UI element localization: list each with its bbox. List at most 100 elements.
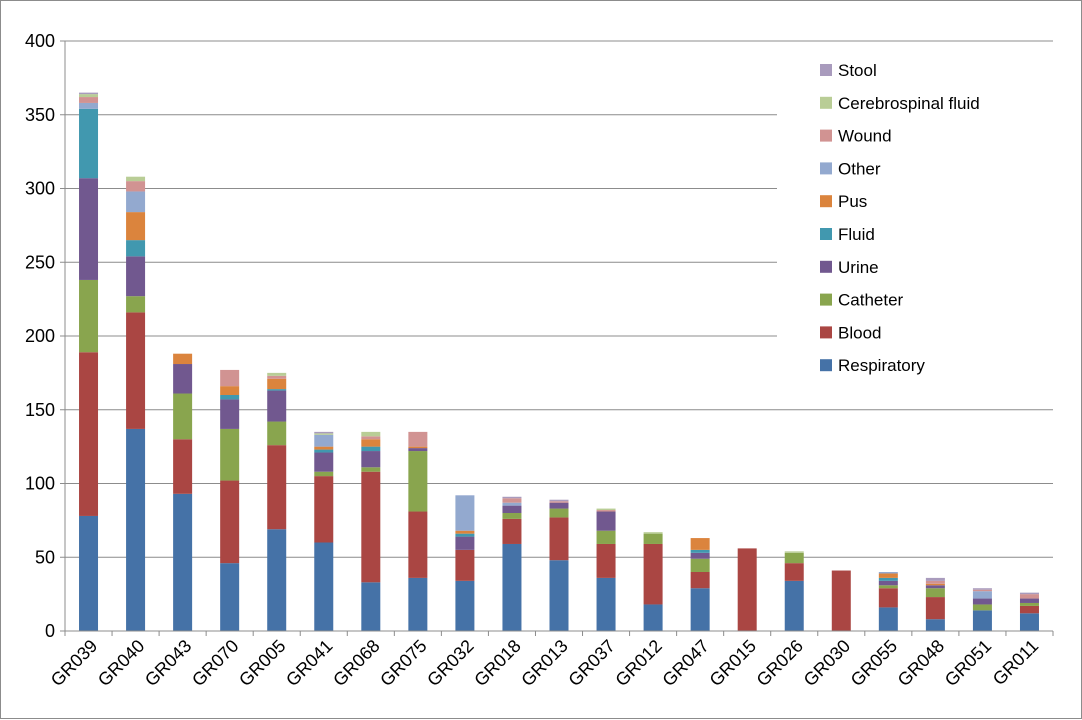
x-tick-label: GR026 [753, 636, 807, 690]
bar-segment-catheter-gr055 [878, 585, 898, 589]
bar-segment-wound-gr013 [549, 501, 569, 503]
bar-segment-respiratory-gr012 [643, 604, 663, 631]
y-tick-label: 300 [25, 179, 55, 199]
y-tick-label: 150 [25, 400, 55, 420]
bar-segment-blood-gr047 [690, 572, 710, 589]
bar-segment-blood-gr040 [126, 312, 146, 429]
x-tick-label: GR012 [611, 636, 665, 690]
bar-segment-respiratory-gr032 [455, 580, 475, 631]
bar-segment-other-gr041 [314, 434, 334, 447]
bar-segment-pus-gr070 [220, 386, 240, 395]
bar-segment-pus-gr055 [878, 573, 898, 578]
bar-segment-urine-gr013 [549, 502, 569, 509]
bar-segment-urine-gr018 [502, 505, 522, 513]
bar-segment-respiratory-gr039 [79, 515, 99, 631]
bar-segment-fluid-gr032 [455, 533, 475, 537]
x-tick-label: GR015 [706, 636, 760, 690]
bar-segment-wound-gr070 [220, 369, 240, 387]
bar-segment-catheter-gr013 [549, 508, 569, 518]
bar-segment-fluid-gr070 [220, 395, 240, 400]
bar-segment-blood-gr015 [737, 548, 757, 631]
legend-swatch [820, 293, 832, 306]
bar-segment-fluid-gr055 [878, 577, 898, 581]
x-tick-label: GR013 [517, 636, 571, 690]
bar-segment-stool-gr048 [925, 577, 945, 581]
y-axis-tick-labels: 0 50 100 150 200 250 300 350 400 [25, 31, 55, 641]
legend-swatch [820, 359, 832, 372]
bar-segment-urine-gr075 [408, 448, 428, 452]
x-tick-label: GR055 [847, 636, 901, 690]
bar-segment-pus-gr047 [690, 538, 710, 550]
bar-segment-blood-gr041 [314, 476, 334, 543]
bar-segment-catheter-gr018 [502, 513, 522, 519]
axes [60, 40, 1054, 636]
x-tick-label: GR070 [188, 636, 242, 690]
bar-segment-respiratory-gr051 [972, 610, 992, 631]
bar-segment-blood-gr005 [267, 445, 287, 530]
bar-segment-cerebrospinal-fluid-gr040 [126, 176, 146, 182]
x-tick-label: GR041 [282, 636, 336, 690]
bar-segment-stool-gr011 [1019, 592, 1039, 595]
bar-segment-blood-gr026 [784, 563, 804, 581]
bar-segment-catheter-gr048 [925, 588, 945, 598]
bar-segment-urine-gr011 [1019, 598, 1039, 603]
bar-segment-stool-gr018 [502, 496, 522, 499]
x-tick-label: GR032 [423, 636, 477, 690]
bar-segment-blood-gr012 [643, 543, 663, 605]
x-tick-label: GR075 [376, 636, 430, 690]
x-tick-label: GR048 [894, 636, 948, 690]
y-tick-label: 100 [25, 474, 55, 494]
bar-segment-respiratory-gr070 [220, 563, 240, 631]
bar-segment-respiratory-gr041 [314, 542, 334, 631]
bar-segment-catheter-gr070 [220, 428, 240, 481]
bar-segment-catheter-gr041 [314, 471, 334, 477]
bar-segment-respiratory-gr011 [1019, 613, 1039, 631]
bar-segment-wound-gr039 [79, 97, 99, 103]
bars [79, 92, 1039, 631]
bar-segment-other-gr051 [972, 591, 992, 599]
x-tick-label: GR005 [235, 636, 289, 690]
bar-segment-wound-gr005 [267, 375, 287, 379]
bar-segment-cerebrospinal-fluid-gr041 [314, 433, 334, 435]
bar-segment-stool-gr039 [79, 92, 99, 95]
bar-segment-fluid-gr068 [361, 446, 381, 452]
bar-segment-pus-gr048 [925, 583, 945, 586]
bar-segment-urine-gr032 [455, 536, 475, 550]
bar-segment-respiratory-gr013 [549, 560, 569, 631]
bar-segment-wound-gr048 [925, 580, 945, 584]
y-tick-label: 0 [45, 621, 55, 641]
bar-segment-wound-gr018 [502, 498, 522, 503]
legend-label: Blood [838, 323, 881, 342]
x-tick-label: GR068 [329, 636, 383, 690]
bar-segment-catheter-gr043 [173, 393, 193, 440]
bar-segment-respiratory-gr055 [878, 607, 898, 631]
bar-segment-urine-gr039 [79, 178, 99, 280]
legend-label: Urine [838, 258, 879, 277]
bar-segment-blood-gr039 [79, 352, 99, 516]
legend-label: Cerebrospinal fluid [838, 94, 980, 113]
y-tick-label: 200 [25, 326, 55, 346]
bar-segment-fluid-gr039 [79, 108, 99, 179]
bar-segment-urine-gr041 [314, 452, 334, 472]
legend-swatch [820, 129, 832, 142]
bar-segment-pus-gr032 [455, 530, 475, 534]
x-tick-label: GR040 [94, 636, 148, 690]
bar-segment-respiratory-gr047 [690, 588, 710, 631]
y-tick-label: 50 [35, 547, 55, 567]
bar-segment-respiratory-gr043 [173, 493, 193, 631]
bar-segment-blood-gr070 [220, 480, 240, 564]
bar-segment-catheter-gr037 [596, 530, 616, 544]
x-tick-label: GR011 [989, 636, 1043, 690]
legend: Stool Cerebrospinal fluid Wound Other Pus Flu… [777, 53, 1053, 383]
bar-segment-other-gr018 [502, 502, 522, 506]
bar-segment-catheter-gr005 [267, 421, 287, 446]
bar-segment-blood-gr075 [408, 511, 428, 578]
bar-segment-other-gr039 [79, 102, 99, 109]
bar-segment-respiratory-gr026 [784, 580, 804, 631]
bar-segment-pus-gr040 [126, 212, 146, 241]
bar-segment-pus-gr041 [314, 446, 334, 450]
bar-segment-urine-gr055 [878, 580, 898, 586]
bar-segment-respiratory-gr037 [596, 577, 616, 631]
bar-segment-catheter-gr068 [361, 467, 381, 472]
bar-segment-respiratory-gr048 [925, 619, 945, 631]
